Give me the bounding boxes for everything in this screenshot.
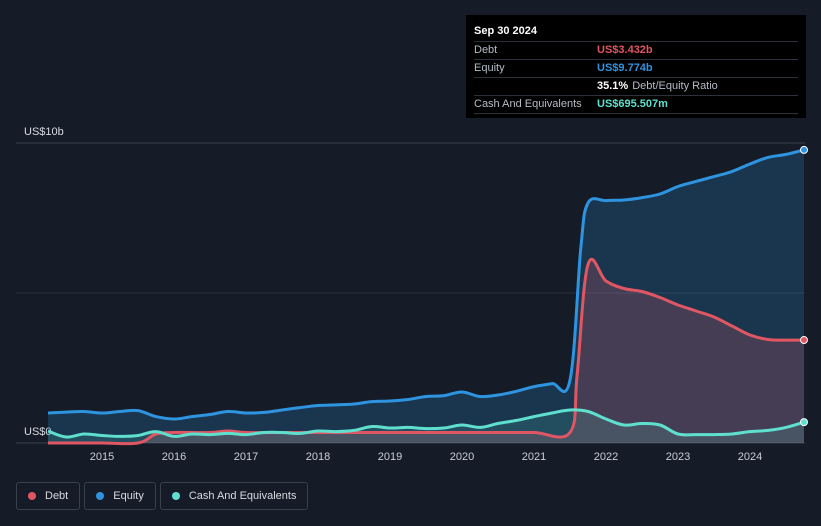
cash-line — [47, 408, 805, 439]
tooltip-date: Sep 30 2024 — [474, 23, 798, 42]
tooltip-row-cash: Cash And Equivalents US$695.507m — [474, 96, 798, 114]
tooltip-row-equity: Equity US$9.774b — [474, 60, 798, 78]
x-tick-label: 2021 — [522, 451, 546, 463]
x-tick-label: 2024 — [738, 451, 762, 463]
x-tick-label: 2016 — [162, 451, 186, 463]
legend-debt-label: Debt — [45, 490, 69, 502]
equity-line — [47, 148, 805, 421]
chart-legend: Debt Equity Cash And Equivalents — [16, 482, 309, 510]
tooltip-cash-label: Cash And Equivalents — [474, 98, 582, 110]
tooltip-debt-label: Debt — [474, 44, 498, 56]
x-tick-label: 2017 — [234, 451, 258, 463]
grid-lines — [16, 142, 805, 444]
series-lines — [47, 148, 805, 446]
equity-area — [48, 149, 804, 443]
debt-end-marker[interactable] — [800, 336, 808, 345]
tooltip-cash-value: US$695.507m — [597, 98, 668, 110]
tooltip-panel: Sep 30 2024 Debt US$3.432b Equity US$9.7… — [466, 15, 806, 118]
tooltip-row-debt: Debt US$3.432b — [474, 42, 798, 60]
x-tick-label: 2022 — [594, 451, 618, 463]
legend-cash-label: Cash And Equivalents — [188, 490, 297, 502]
legend-item-equity[interactable]: Equity — [84, 482, 156, 510]
tooltip-equity-label: Equity — [474, 62, 505, 74]
legend-equity-label: Equity — [113, 490, 144, 502]
series-end-markers — [800, 145, 808, 427]
tooltip-ratio-value: 35.1% — [597, 80, 629, 92]
debt-line — [48, 257, 805, 446]
x-tick-label: 2018 — [306, 451, 330, 463]
x-tick-label: 2020 — [450, 451, 474, 463]
legend-item-cash[interactable]: Cash And Equivalents — [159, 482, 309, 510]
x-tick-label: 2019 — [378, 451, 402, 463]
y-axis-bottom-label: US$0 — [24, 426, 52, 438]
equity-end-marker[interactable] — [800, 145, 808, 154]
x-axis-ticks: 2015 2016 2017 2018 2019 2020 2021 2022 2023 2024 — [90, 451, 762, 463]
cash-dot-icon — [171, 492, 180, 500]
legend-item-debt[interactable]: Debt — [16, 482, 81, 510]
cash-end-marker[interactable] — [800, 418, 808, 427]
debt-dot-icon — [28, 492, 36, 500]
series-areas — [48, 149, 804, 444]
tooltip-equity-value: US$9.774b — [597, 62, 653, 74]
tooltip-ratio-label: Debt/Equity Ratio — [632, 80, 718, 92]
tooltip-ratio-spacer — [474, 78, 597, 95]
tooltip-debt-value: US$3.432b — [597, 44, 653, 56]
x-tick-label: 2023 — [666, 451, 690, 463]
debt-area — [48, 259, 804, 444]
tooltip-row-ratio: 35.1% Debt/Equity Ratio — [474, 78, 798, 96]
y-axis-top-label: US$10b — [24, 126, 64, 138]
equity-dot-icon — [96, 492, 105, 500]
x-tick-label: 2015 — [90, 451, 114, 463]
